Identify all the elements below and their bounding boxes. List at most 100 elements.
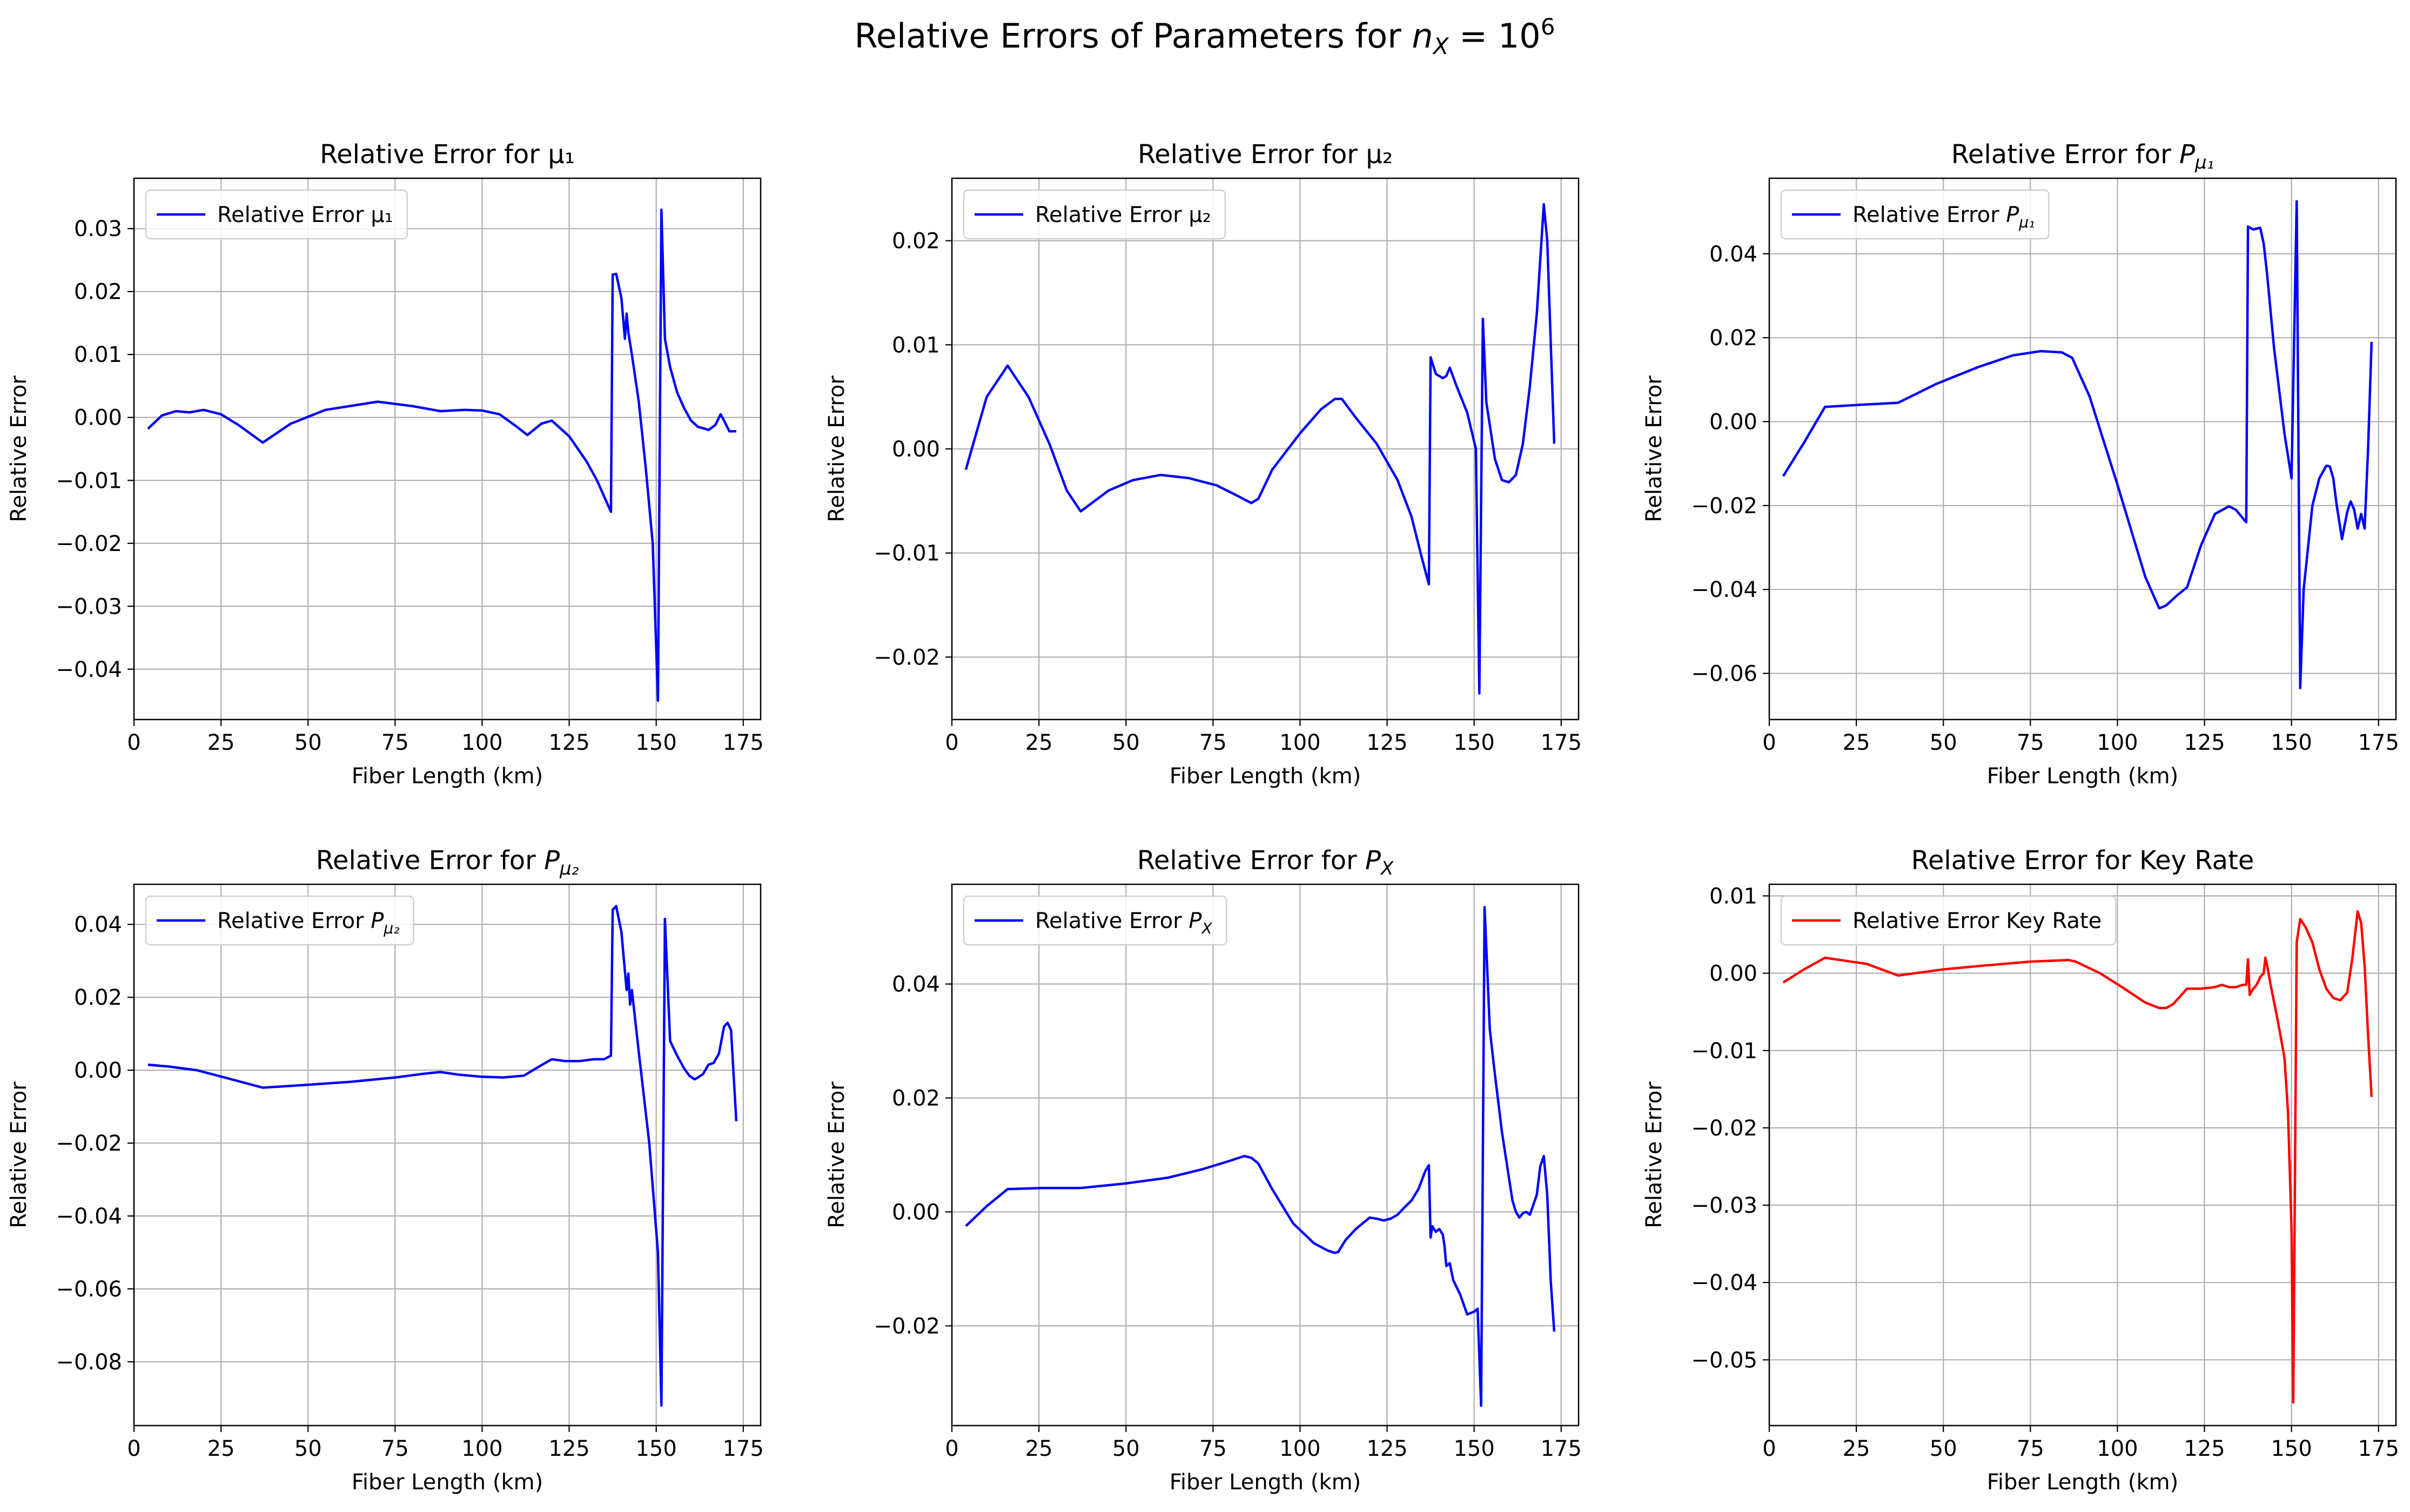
- y-tick-label: 0.03: [74, 217, 122, 241]
- y-axis-label: Relative Error: [1642, 1081, 1667, 1228]
- x-axis-label: Fiber Length (km): [1170, 1470, 1361, 1495]
- x-tick-label: 25: [1025, 730, 1053, 755]
- subplot-title: Relative Error for Pμ₂​: [316, 845, 579, 879]
- x-tick-label: 25: [207, 730, 235, 755]
- y-tick-label: −0.02: [874, 645, 940, 670]
- axes-frame: [951, 177, 1580, 721]
- legend-label: Relative Error μ₂: [1035, 203, 1211, 227]
- legend: Relative Error μ₁: [145, 189, 408, 240]
- legend-box: [145, 895, 414, 946]
- subplot-title-subscript: μ₁: [2194, 152, 2214, 173]
- y-tick-label: 0.01: [1709, 884, 1757, 909]
- subplot-3: 0 25 50 75 100 125 150 175 −0.06 −0.04 −0.02 0.00 0.…: [1642, 139, 2399, 789]
- legend: Relative Error PX​: [963, 895, 1227, 946]
- y-axis: −0.05 −0.04 −0.03 −0.02 −0.01 0.00 0.01: [1691, 884, 1769, 1373]
- legend-label-symbol: P: [1189, 909, 1202, 933]
- x-tick-label: 50: [1112, 730, 1140, 755]
- x-tick-label: 175: [1541, 730, 1582, 755]
- y-axis: −0.02 −0.01 0.00 0.01 0.02: [874, 229, 952, 670]
- legend-label-text: Relative Error: [1852, 203, 2006, 227]
- x-axis: 0 25 50 75 100 125 150 175: [1762, 1426, 2399, 1461]
- legend-box: [963, 189, 1226, 240]
- x-tick-label: 125: [2184, 730, 2225, 755]
- axes-frame: [133, 883, 762, 1427]
- legend-box: [963, 895, 1227, 946]
- x-tick-label: 0: [945, 1436, 958, 1461]
- y-tick-label: 0.04: [1709, 242, 1757, 267]
- y-axis-label: Relative Error: [824, 1081, 849, 1228]
- legend-label-symbol: P: [371, 909, 384, 933]
- x-tick-label: 175: [723, 730, 764, 755]
- x-tick-label: 25: [1843, 1436, 1870, 1461]
- x-tick-label: 150: [1453, 1436, 1494, 1461]
- x-tick-label: 175: [723, 1436, 764, 1461]
- grid: [133, 178, 761, 720]
- y-tick-label: −0.02: [874, 1314, 940, 1339]
- y-tick-label: 0.00: [74, 406, 122, 431]
- subplot-title: Relative Error for PX​: [1137, 845, 1394, 879]
- legend-label: Relative Error Key Rate: [1852, 909, 2102, 933]
- x-tick-label: 150: [1453, 730, 1494, 755]
- x-axis-label: Fiber Length (km): [1987, 764, 2178, 789]
- legend-label-text: Relative Error: [217, 909, 371, 933]
- x-tick-label: 75: [381, 730, 409, 755]
- x-tick-label: 150: [635, 730, 676, 755]
- x-tick-label: 100: [461, 730, 502, 755]
- x-tick-label: 75: [2017, 1436, 2044, 1461]
- x-axis-label: Fiber Length (km): [352, 764, 543, 789]
- y-axis: −0.04 −0.03 −0.02 −0.01 0.00 0.01 0.02 0.03: [56, 217, 134, 682]
- subplot-title-subscript: μ₂: [559, 858, 579, 879]
- y-tick-label: 0.02: [74, 985, 122, 1010]
- legend-label-subscript: μ₂: [383, 919, 399, 937]
- x-axis: 0 25 50 75 100 125 150 175: [945, 1426, 1582, 1461]
- x-tick-label: 50: [294, 730, 322, 755]
- x-tick-label: 100: [461, 1436, 502, 1461]
- x-tick-label: 50: [1930, 730, 1957, 755]
- suptitle-prefix: Relative Errors of Parameters for: [855, 16, 1412, 56]
- legend: Relative Error μ₂: [963, 189, 1226, 240]
- series-line: [1782, 200, 2373, 689]
- y-tick-label: 0.02: [1709, 326, 1757, 351]
- x-tick-label: 100: [2097, 1436, 2138, 1461]
- series-line: [1782, 910, 2373, 1404]
- x-tick-label: 25: [1843, 730, 1870, 755]
- subplot-title: Relative Error for μ₁: [320, 139, 575, 170]
- y-tick-label: −0.04: [56, 1204, 122, 1229]
- subplot-4: 0 25 50 75 100 125 150 175 −0.08 −0.06 −0.04 −0.02 0…: [6, 845, 764, 1495]
- subplot-title-text: Relative Error for: [1951, 139, 2179, 170]
- subplot-title-text: Relative Error for: [316, 845, 544, 876]
- suptitle-math-sup: 6: [1541, 14, 1555, 40]
- subplot-title-symbol: P: [1365, 845, 1381, 876]
- x-tick-label: 125: [1366, 730, 1407, 755]
- subplot-title-text: Relative Error for: [1137, 845, 1365, 876]
- subplot-title-symbol: P: [2179, 139, 2195, 170]
- legend-label: Relative Error Pμ₁​: [1852, 203, 2035, 231]
- x-tick-label: 150: [2271, 1436, 2312, 1461]
- x-axis-label: Fiber Length (km): [352, 1470, 543, 1495]
- x-tick-label: 25: [1025, 1436, 1053, 1461]
- y-tick-label: 0.00: [1709, 962, 1757, 986]
- x-tick-label: 100: [2097, 730, 2138, 755]
- grid: [951, 178, 1579, 720]
- y-axis-label: Relative Error: [1642, 375, 1667, 522]
- y-tick-label: −0.04: [1691, 577, 1757, 602]
- x-axis: 0 25 50 75 100 125 150 175: [127, 1426, 764, 1461]
- y-tick-label: 0.02: [74, 280, 122, 305]
- axes-frame: [133, 177, 762, 721]
- y-axis-label: Relative Error: [824, 375, 849, 522]
- x-tick-label: 125: [548, 1436, 589, 1461]
- legend-label-symbol: P: [2006, 203, 2019, 227]
- subplot-title: Relative Error for Key Rate: [1911, 845, 2254, 876]
- x-tick-label: 50: [1112, 1436, 1140, 1461]
- x-tick-label: 175: [2358, 1436, 2399, 1461]
- y-tick-label: 0.00: [1709, 410, 1757, 435]
- suptitle-math-sub: X: [1432, 33, 1449, 59]
- y-axis-label: Relative Error: [6, 375, 31, 522]
- x-tick-label: 0: [127, 730, 140, 755]
- legend: Relative Error Pμ₂​: [145, 895, 414, 946]
- y-tick-label: 0.01: [74, 342, 122, 367]
- subplot-2: 0 25 50 75 100 125 150 175 −0.02 −0.01 0.00 0.01 0.0…: [824, 139, 1582, 789]
- subplot-6: 0 25 50 75 100 125 150 175−0.05−0.04−0.03−0.02−…: [1642, 845, 2399, 1495]
- x-tick-label: 0: [945, 730, 958, 755]
